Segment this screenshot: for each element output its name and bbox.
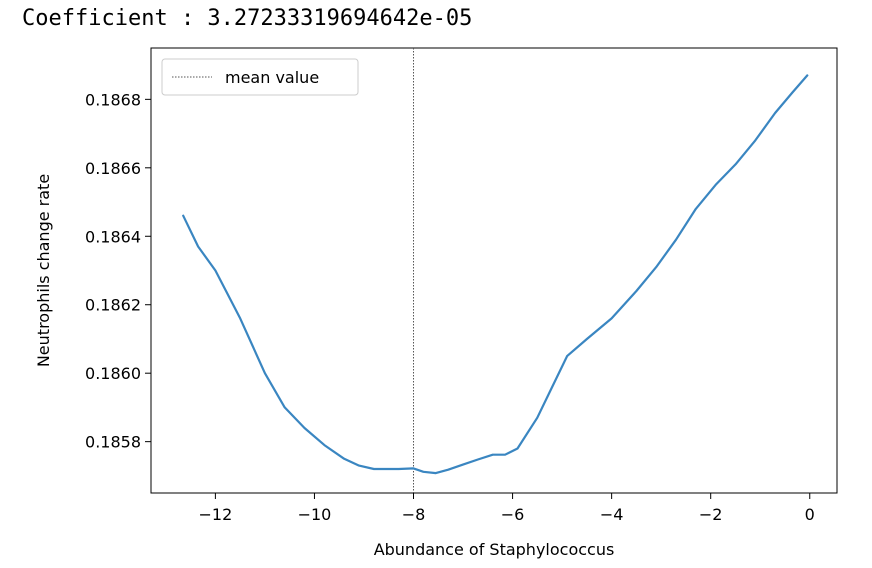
x-tick-label: −4 <box>600 505 624 524</box>
x-tick-label: −2 <box>699 505 723 524</box>
series-layer <box>182 74 809 475</box>
series-line-0 <box>182 74 809 475</box>
x-axis-label: Abundance of Staphylococcus <box>374 540 615 559</box>
x-axis: −12 −10 −8 −6 −4 −2 0 <box>199 493 815 524</box>
plot-area <box>150 47 838 494</box>
y-tick-label: 0.1862 <box>85 296 141 315</box>
y-axis: 0.1858 0.1860 0.1862 0.1864 0.1866 0.1868 <box>85 90 151 452</box>
x-tick-label: −12 <box>199 505 233 524</box>
plot-frame <box>150 47 838 494</box>
legend-box <box>161 58 359 96</box>
y-tick-label: 0.1866 <box>85 159 141 178</box>
x-tick-label: −10 <box>298 505 332 524</box>
x-tick-label: −8 <box>402 505 426 524</box>
legend-label: mean value <box>225 68 319 87</box>
y-tick-label: 0.1868 <box>85 90 141 109</box>
x-tick-label: −6 <box>501 505 525 524</box>
y-tick-label: 0.1860 <box>85 364 141 383</box>
legend: mean value <box>161 58 359 96</box>
coefficient-text: Coefficient : 3.27233319694642e-05 <box>22 6 473 31</box>
y-axis-label: Neutrophils change rate <box>34 174 53 367</box>
x-tick-label: 0 <box>805 505 815 524</box>
y-tick-label: 0.1864 <box>85 227 141 246</box>
y-tick-label: 0.1858 <box>85 433 141 452</box>
